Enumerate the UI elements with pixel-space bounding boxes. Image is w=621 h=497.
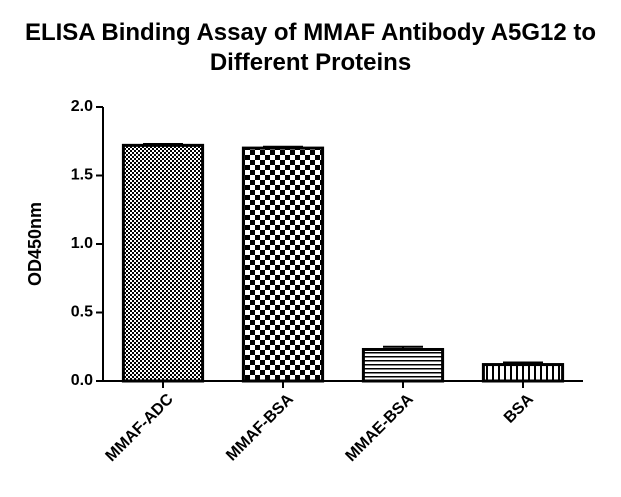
x-tick-label: BSA [501,390,537,426]
x-tick-label: MMAF-ADC [103,390,178,465]
y-tick-label: 0.5 [71,304,93,321]
x-tick-label: MMAF-BSA [223,390,297,464]
y-tick-label: 2.0 [71,98,93,115]
chart-title: ELISA Binding Assay of MMAF Antibody A5G… [24,19,597,76]
y-axis-label: OD450nm [25,202,45,286]
y-tick-label: 1.0 [71,235,93,252]
bar [121,143,205,383]
y-tick-label: 1.5 [71,167,93,184]
bar [481,363,565,383]
bar [361,347,445,383]
bar [241,146,325,383]
x-tick-label: MMAE-BSA [343,390,418,465]
y-tick-label: 0.0 [71,372,93,389]
